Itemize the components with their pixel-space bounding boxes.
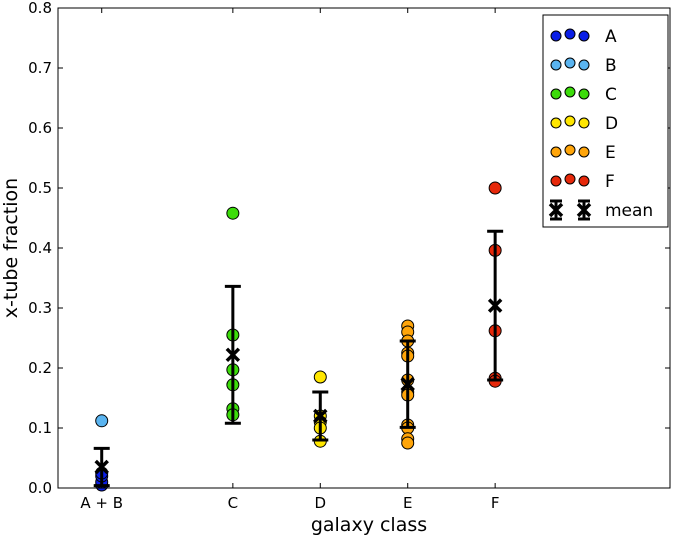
legend-label: D bbox=[605, 114, 618, 134]
mean-marker bbox=[487, 298, 503, 313]
y-tick-label: 0.0 bbox=[28, 479, 52, 497]
x-tick-label: E bbox=[403, 494, 412, 512]
legend-label: B bbox=[605, 56, 617, 76]
data-point-F bbox=[488, 181, 502, 195]
y-tick-label: 0.5 bbox=[28, 179, 52, 197]
x-tick-label: C bbox=[228, 494, 238, 512]
data-point-B bbox=[95, 414, 109, 428]
legend-marker-F bbox=[578, 175, 590, 187]
legend-marker-B bbox=[550, 59, 562, 71]
legend-marker-A bbox=[550, 30, 562, 42]
legend-mean-marker bbox=[548, 202, 564, 218]
legend-label: F bbox=[605, 172, 615, 192]
legend-marker-E bbox=[550, 146, 562, 158]
legend-marker-D bbox=[578, 117, 590, 129]
legend-label: mean bbox=[605, 201, 653, 221]
legend-label: C bbox=[605, 85, 617, 105]
y-tick-label: 0.4 bbox=[28, 239, 52, 257]
y-tick-label: 0.3 bbox=[28, 299, 52, 317]
legend-marker-A bbox=[578, 30, 590, 42]
legend-marker-E bbox=[564, 144, 576, 156]
legend-marker-D bbox=[550, 117, 562, 129]
legend-marker-F bbox=[564, 173, 576, 185]
y-tick-label: 0.2 bbox=[28, 359, 52, 377]
x-tick-label: F bbox=[491, 494, 500, 512]
x-tick-label: D bbox=[315, 494, 327, 512]
legend-marker-D bbox=[564, 115, 576, 127]
legend-marker-C bbox=[578, 88, 590, 100]
legend-marker-F bbox=[550, 175, 562, 187]
y-tick-label: 0.6 bbox=[28, 119, 52, 137]
x-tick-label: A + B bbox=[80, 494, 123, 512]
x-axis-label: galaxy class bbox=[311, 514, 427, 536]
legend-marker-C bbox=[550, 88, 562, 100]
mean-marker bbox=[313, 408, 328, 424]
mean-marker bbox=[225, 347, 241, 363]
legend-marker-B bbox=[578, 59, 590, 71]
y-axis-label: x-tube fraction bbox=[0, 178, 22, 318]
y-tick-label: 0.8 bbox=[28, 0, 52, 17]
data-point-C bbox=[226, 206, 240, 220]
legend-label: A bbox=[605, 27, 617, 47]
data-point-D bbox=[313, 370, 327, 384]
legend-marker-B bbox=[564, 57, 576, 69]
legend-label: E bbox=[605, 143, 616, 163]
legend-mean-marker bbox=[576, 202, 592, 218]
mean-marker bbox=[400, 376, 415, 392]
plot-marks bbox=[93, 181, 504, 492]
data-point-E bbox=[401, 436, 415, 450]
legend-marker-E bbox=[578, 146, 590, 158]
y-tick-label: 0.1 bbox=[28, 419, 52, 437]
y-tick-label: 0.7 bbox=[28, 59, 52, 77]
legend-marker-A bbox=[564, 28, 576, 40]
legend-marker-C bbox=[564, 86, 576, 98]
mean-marker bbox=[94, 459, 109, 475]
